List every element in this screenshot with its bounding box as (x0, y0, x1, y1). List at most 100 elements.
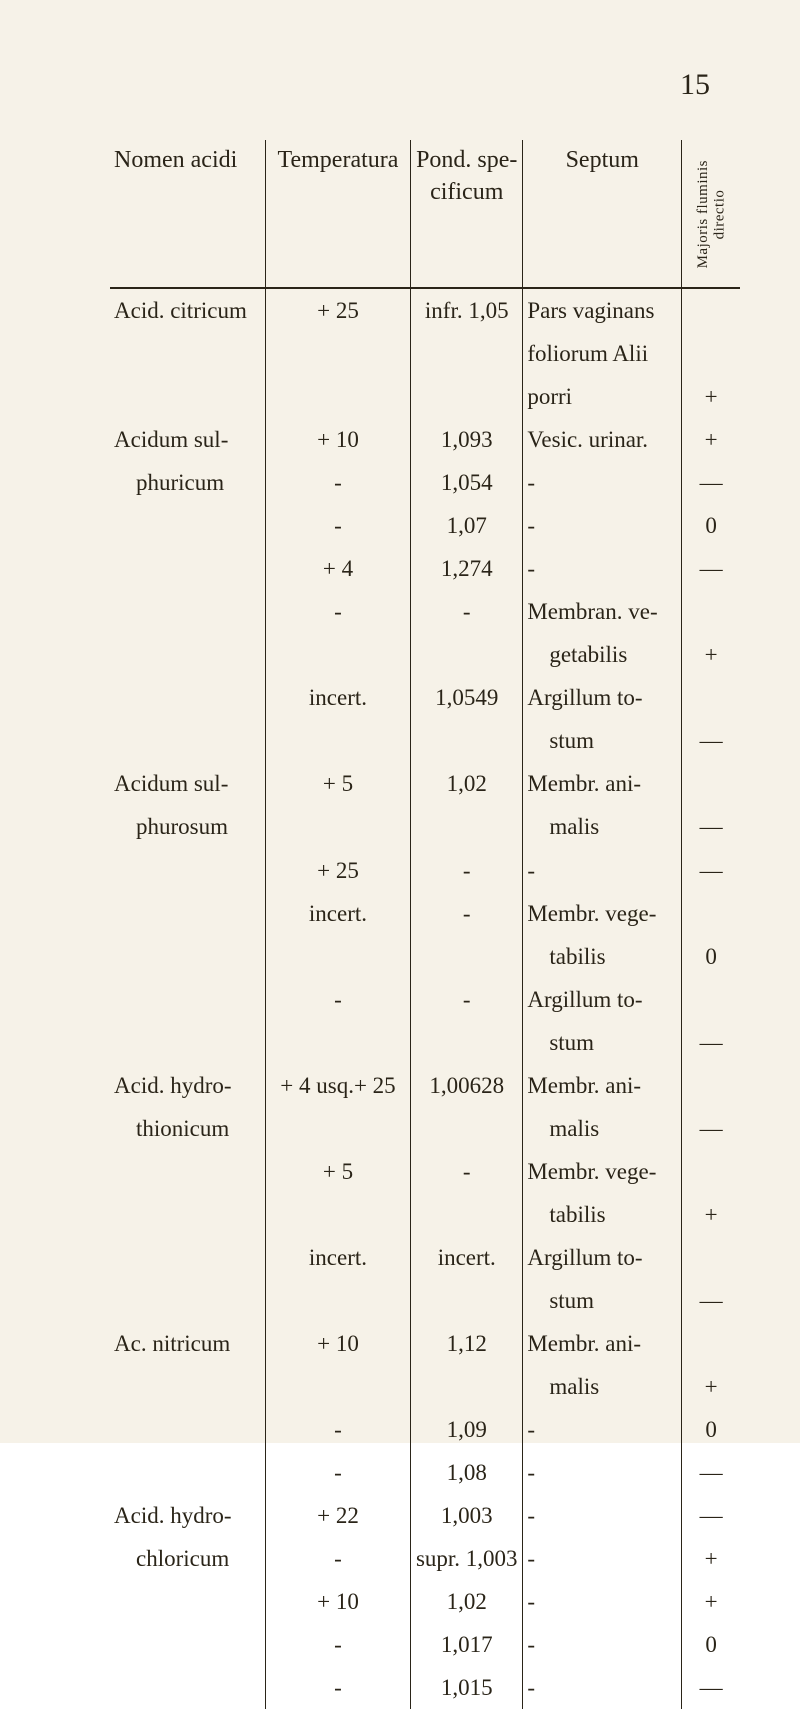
cell-septum: stum (523, 1021, 682, 1064)
cell-septum: Membr. ani- (523, 762, 682, 805)
page-number: 15 (680, 68, 710, 102)
cell-nomen (110, 633, 265, 676)
table-row: -1,017-0 (110, 1623, 740, 1666)
cell-temperatura (265, 633, 410, 676)
header-directio: Majoris fluminis directio (682, 140, 740, 288)
table-header-row: Nomen acidi Temperatura Pond. spe- cific… (110, 140, 740, 288)
cell-temperatura (265, 1365, 410, 1408)
cell-directio (682, 590, 740, 633)
cell-temperatura: - (265, 504, 410, 547)
cell-temperatura: - (265, 590, 410, 633)
table-row: incert.-Membr. vege- (110, 892, 740, 935)
cell-directio: + (682, 1537, 740, 1580)
cell-septum: - (523, 547, 682, 590)
cell-pond: 1,02 (411, 1580, 523, 1623)
header-pond: Pond. spe- cificum (411, 140, 523, 288)
cell-temperatura: incert. (265, 892, 410, 935)
cell-nomen (110, 1193, 265, 1236)
cell-nomen (110, 935, 265, 978)
cell-pond: 1,003 (411, 1494, 523, 1537)
cell-septum: - (523, 849, 682, 892)
cell-nomen (110, 547, 265, 590)
table-row: Acid. hydro-+ 4 usq.+ 251,00628Membr. an… (110, 1064, 740, 1107)
cell-directio (682, 288, 740, 332)
cell-pond (411, 935, 523, 978)
cell-pond: - (411, 978, 523, 1021)
cell-temperatura: + 10 (265, 418, 410, 461)
cell-septum: - (523, 1623, 682, 1666)
cell-nomen: thionicum (110, 1107, 265, 1150)
cell-pond (411, 375, 523, 418)
table-row: tabilis0 (110, 935, 740, 978)
header-temperatura: Temperatura (265, 140, 410, 288)
cell-nomen (110, 1365, 265, 1408)
cell-directio (682, 1150, 740, 1193)
cell-directio: — (682, 461, 740, 504)
cell-pond: 1,00628 (411, 1064, 523, 1107)
cell-septum: Argillum to- (523, 676, 682, 719)
cell-directio (682, 1322, 740, 1365)
table-row: Acidum sul-+ 101,093Vesic. urinar.+ (110, 418, 740, 461)
data-table: Nomen acidi Temperatura Pond. spe- cific… (110, 140, 740, 1709)
cell-septum: tabilis (523, 935, 682, 978)
cell-septum: Vesic. urinar. (523, 418, 682, 461)
cell-nomen (110, 590, 265, 633)
cell-nomen (110, 676, 265, 719)
cell-pond: - (411, 590, 523, 633)
table-row: phuricum-1,054-— (110, 461, 740, 504)
cell-septum: - (523, 1408, 682, 1451)
cell-temperatura (265, 375, 410, 418)
cell-directio (682, 676, 740, 719)
cell-pond (411, 1107, 523, 1150)
table-row: -1,08-— (110, 1451, 740, 1494)
cell-directio: — (682, 1021, 740, 1064)
cell-temperatura: - (265, 1408, 410, 1451)
cell-septum: Membr. vege- (523, 1150, 682, 1193)
table-row: Ac. nitricum+ 101,12Membr. ani- (110, 1322, 740, 1365)
cell-septum: - (523, 1451, 682, 1494)
cell-nomen (110, 504, 265, 547)
cell-septum: Argillum to- (523, 978, 682, 1021)
cell-pond: incert. (411, 1236, 523, 1279)
cell-pond (411, 1279, 523, 1322)
table-row: -1,015-— (110, 1666, 740, 1709)
cell-septum: Membr. ani- (523, 1322, 682, 1365)
cell-directio (682, 332, 740, 375)
cell-pond (411, 1021, 523, 1064)
cell-nomen: Acid. hydro- (110, 1064, 265, 1107)
cell-pond: 1,017 (411, 1623, 523, 1666)
cell-pond: 1,093 (411, 418, 523, 461)
cell-septum: stum (523, 1279, 682, 1322)
table-row: malis+ (110, 1365, 740, 1408)
cell-septum: Membr. vege- (523, 892, 682, 935)
cell-nomen (110, 1150, 265, 1193)
cell-directio: — (682, 1494, 740, 1537)
cell-nomen (110, 1279, 265, 1322)
cell-nomen: phurosum (110, 805, 265, 848)
cell-pond: 1,09 (411, 1408, 523, 1451)
cell-directio (682, 892, 740, 935)
cell-pond: - (411, 849, 523, 892)
cell-septum: Membr. ani- (523, 1064, 682, 1107)
table-row: thionicummalis— (110, 1107, 740, 1150)
cell-nomen (110, 1408, 265, 1451)
cell-temperatura (265, 805, 410, 848)
cell-temperatura: + 5 (265, 762, 410, 805)
cell-temperatura: + 22 (265, 1494, 410, 1537)
cell-directio: + (682, 418, 740, 461)
cell-pond: 1,0549 (411, 676, 523, 719)
table-row: tabilis+ (110, 1193, 740, 1236)
cell-nomen (110, 375, 265, 418)
cell-directio: 0 (682, 504, 740, 547)
cell-septum: stum (523, 719, 682, 762)
table-row: -1,07-0 (110, 504, 740, 547)
cell-directio: — (682, 1107, 740, 1150)
cell-nomen (110, 1666, 265, 1709)
cell-septum: - (523, 1666, 682, 1709)
cell-nomen (110, 978, 265, 1021)
cell-septum: - (523, 1494, 682, 1537)
table-row: + 5-Membr. vege- (110, 1150, 740, 1193)
table-row: + 41,274-— (110, 547, 740, 590)
cell-nomen: chloricum (110, 1537, 265, 1580)
cell-septum: - (523, 461, 682, 504)
